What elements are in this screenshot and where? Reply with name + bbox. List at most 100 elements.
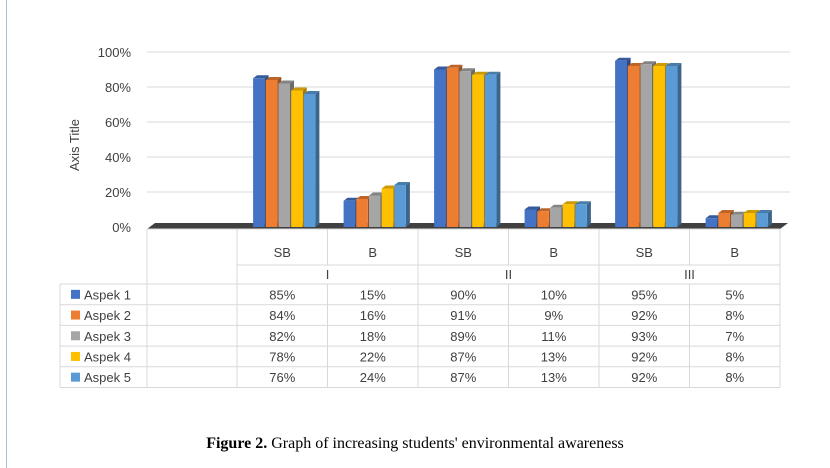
data-table-value: 90% bbox=[450, 287, 476, 302]
x-group-label: II bbox=[505, 267, 512, 282]
x-category-label: B bbox=[368, 245, 377, 260]
bar-top bbox=[756, 210, 772, 213]
data-table-value: 9% bbox=[544, 308, 563, 323]
bar bbox=[369, 195, 381, 227]
data-table-value: 8% bbox=[725, 308, 744, 323]
data-table-value: 92% bbox=[631, 349, 657, 364]
x-category-label: B bbox=[549, 245, 558, 260]
bar bbox=[705, 218, 718, 227]
bar bbox=[459, 71, 471, 227]
figure-caption: Figure 2. Graph of increasing students' … bbox=[0, 435, 830, 453]
bar-side bbox=[496, 71, 501, 227]
data-table-value: 15% bbox=[360, 287, 386, 302]
bar bbox=[743, 213, 756, 227]
data-table-value: 16% bbox=[360, 308, 386, 323]
bar-top bbox=[731, 211, 747, 215]
y-axis-title: Axis Title bbox=[67, 119, 82, 171]
data-table-value: 92% bbox=[631, 370, 657, 385]
bar-top bbox=[537, 208, 553, 212]
bar bbox=[446, 67, 459, 227]
data-table-value: 84% bbox=[269, 308, 295, 323]
legend-label: Aspek 2 bbox=[84, 308, 131, 323]
bar bbox=[265, 80, 278, 227]
data-table-value: 85% bbox=[269, 287, 295, 302]
bar-side bbox=[405, 182, 410, 227]
bar-side bbox=[315, 91, 320, 227]
page-left-rule bbox=[6, 0, 7, 468]
bar-side bbox=[677, 63, 682, 227]
bar-side bbox=[767, 210, 772, 227]
bar bbox=[665, 66, 678, 227]
bar-top bbox=[394, 182, 410, 185]
y-tick-label: 100% bbox=[98, 45, 132, 60]
legend-key bbox=[71, 289, 80, 299]
data-table-value: 78% bbox=[269, 349, 295, 364]
bar-top bbox=[718, 210, 734, 213]
y-tick-label: 80% bbox=[105, 80, 131, 95]
x-group-label: III bbox=[684, 267, 695, 282]
bar-top bbox=[369, 192, 385, 196]
bar-top bbox=[459, 68, 475, 72]
bar bbox=[627, 66, 640, 227]
bar bbox=[562, 204, 575, 227]
bar-top bbox=[665, 63, 682, 66]
bar-top bbox=[484, 71, 501, 75]
x-category-label: SB bbox=[636, 245, 653, 260]
data-table-value: 92% bbox=[631, 308, 657, 323]
bar bbox=[756, 213, 768, 227]
data-table-value: 87% bbox=[450, 349, 476, 364]
y-tick-label: 20% bbox=[105, 185, 131, 200]
bar bbox=[653, 66, 665, 227]
bar-top bbox=[303, 91, 320, 94]
bar bbox=[394, 185, 406, 227]
bar-top bbox=[705, 215, 722, 219]
x-category-label: SB bbox=[274, 245, 291, 260]
legend-label: Aspek 1 bbox=[84, 287, 131, 302]
data-table-value: 11% bbox=[541, 329, 566, 344]
bar bbox=[303, 94, 316, 227]
bar-top bbox=[343, 197, 360, 201]
bar-top bbox=[575, 201, 591, 205]
data-table-value: 93% bbox=[631, 329, 657, 344]
bar-top bbox=[472, 71, 488, 75]
bar-top bbox=[253, 75, 269, 79]
legend-label: Aspek 4 bbox=[84, 349, 131, 364]
bar bbox=[731, 214, 743, 227]
data-table-value: 76% bbox=[269, 370, 295, 385]
bar-top bbox=[615, 57, 631, 61]
x-category-label: B bbox=[730, 245, 739, 260]
caption-label: Figure 2. bbox=[206, 435, 268, 452]
bar bbox=[291, 90, 303, 227]
bar-top bbox=[640, 61, 656, 65]
bar bbox=[615, 60, 627, 227]
bar-top bbox=[653, 63, 669, 66]
data-table-value: 95% bbox=[631, 287, 657, 302]
data-table-value: 22% bbox=[360, 349, 386, 364]
data-table-value: 89% bbox=[450, 329, 476, 344]
legend-key bbox=[71, 310, 80, 320]
data-table-value: 8% bbox=[725, 370, 744, 385]
bar-side bbox=[586, 201, 591, 227]
legend-key bbox=[71, 372, 80, 382]
data-table-value: 10% bbox=[541, 287, 567, 302]
legend-key bbox=[71, 351, 80, 361]
caption-text: Graph of increasing students' environmen… bbox=[267, 435, 624, 452]
data-table-value: 91% bbox=[450, 308, 476, 323]
bar-top bbox=[381, 185, 398, 189]
bar-top bbox=[356, 196, 372, 199]
bar bbox=[640, 64, 652, 227]
bar-top bbox=[627, 63, 644, 66]
bar bbox=[524, 209, 537, 227]
bar-top bbox=[278, 80, 294, 84]
legend-key bbox=[71, 331, 80, 341]
data-table-value: 7% bbox=[725, 329, 744, 344]
data-table-value: 13% bbox=[541, 349, 567, 364]
bar-top bbox=[524, 206, 541, 210]
legend-label: Aspek 5 bbox=[84, 370, 131, 385]
bar bbox=[718, 213, 730, 227]
bar-top bbox=[550, 204, 566, 208]
bar bbox=[472, 74, 484, 227]
data-table-value: 8% bbox=[725, 349, 744, 364]
data-table-value: 87% bbox=[450, 370, 476, 385]
